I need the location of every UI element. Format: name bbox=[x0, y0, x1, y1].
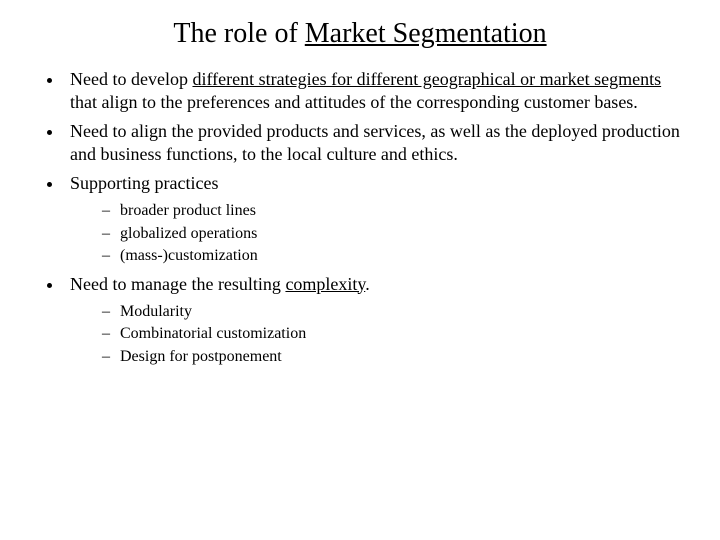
sub-list: broader product lines globalized operati… bbox=[70, 201, 690, 266]
slide-title: The role of Market Segmentation bbox=[30, 18, 690, 50]
list-item: Need to manage the resulting complexity.… bbox=[64, 273, 690, 367]
sub-bullet-text: Design for postponement bbox=[120, 348, 282, 365]
bullet-text: . bbox=[365, 274, 370, 294]
list-item: Need to align the provided products and … bbox=[64, 120, 690, 166]
sub-bullet-text: globalized operations bbox=[120, 225, 257, 242]
sub-list-item: Design for postponement bbox=[106, 347, 690, 367]
bullet-text: Supporting practices bbox=[70, 173, 218, 193]
bullet-text: Need to manage the resulting bbox=[70, 274, 285, 294]
sub-list-item: globalized operations bbox=[106, 224, 690, 244]
list-item: Supporting practices broader product lin… bbox=[64, 172, 690, 266]
sub-list-item: Combinatorial customization bbox=[106, 324, 690, 344]
sub-bullet-text: Modularity bbox=[120, 303, 192, 320]
bullet-text-underlined: complexity bbox=[285, 274, 365, 294]
slide: The role of Market Segmentation Need to … bbox=[0, 0, 720, 540]
sub-bullet-text: (mass-)customization bbox=[120, 247, 258, 264]
sub-list-item: Modularity bbox=[106, 302, 690, 322]
bullet-text: that align to the preferences and attitu… bbox=[70, 92, 638, 112]
sub-list-item: broader product lines bbox=[106, 201, 690, 221]
title-text-underlined: Market Segmentation bbox=[305, 18, 547, 49]
sub-list: Modularity Combinatorial customization D… bbox=[70, 302, 690, 367]
bullet-text: Need to develop bbox=[70, 69, 192, 89]
title-text-pre: The role of bbox=[173, 18, 304, 49]
list-item: Need to develop different strategies for… bbox=[64, 68, 690, 114]
bullet-text: Need to align the provided products and … bbox=[70, 121, 680, 164]
bullet-list: Need to develop different strategies for… bbox=[30, 68, 690, 367]
sub-bullet-text: Combinatorial customization bbox=[120, 325, 306, 342]
bullet-text-underlined: different strategies for different geogr… bbox=[192, 69, 661, 89]
sub-bullet-text: broader product lines bbox=[120, 202, 256, 219]
sub-list-item: (mass-)customization bbox=[106, 246, 690, 266]
